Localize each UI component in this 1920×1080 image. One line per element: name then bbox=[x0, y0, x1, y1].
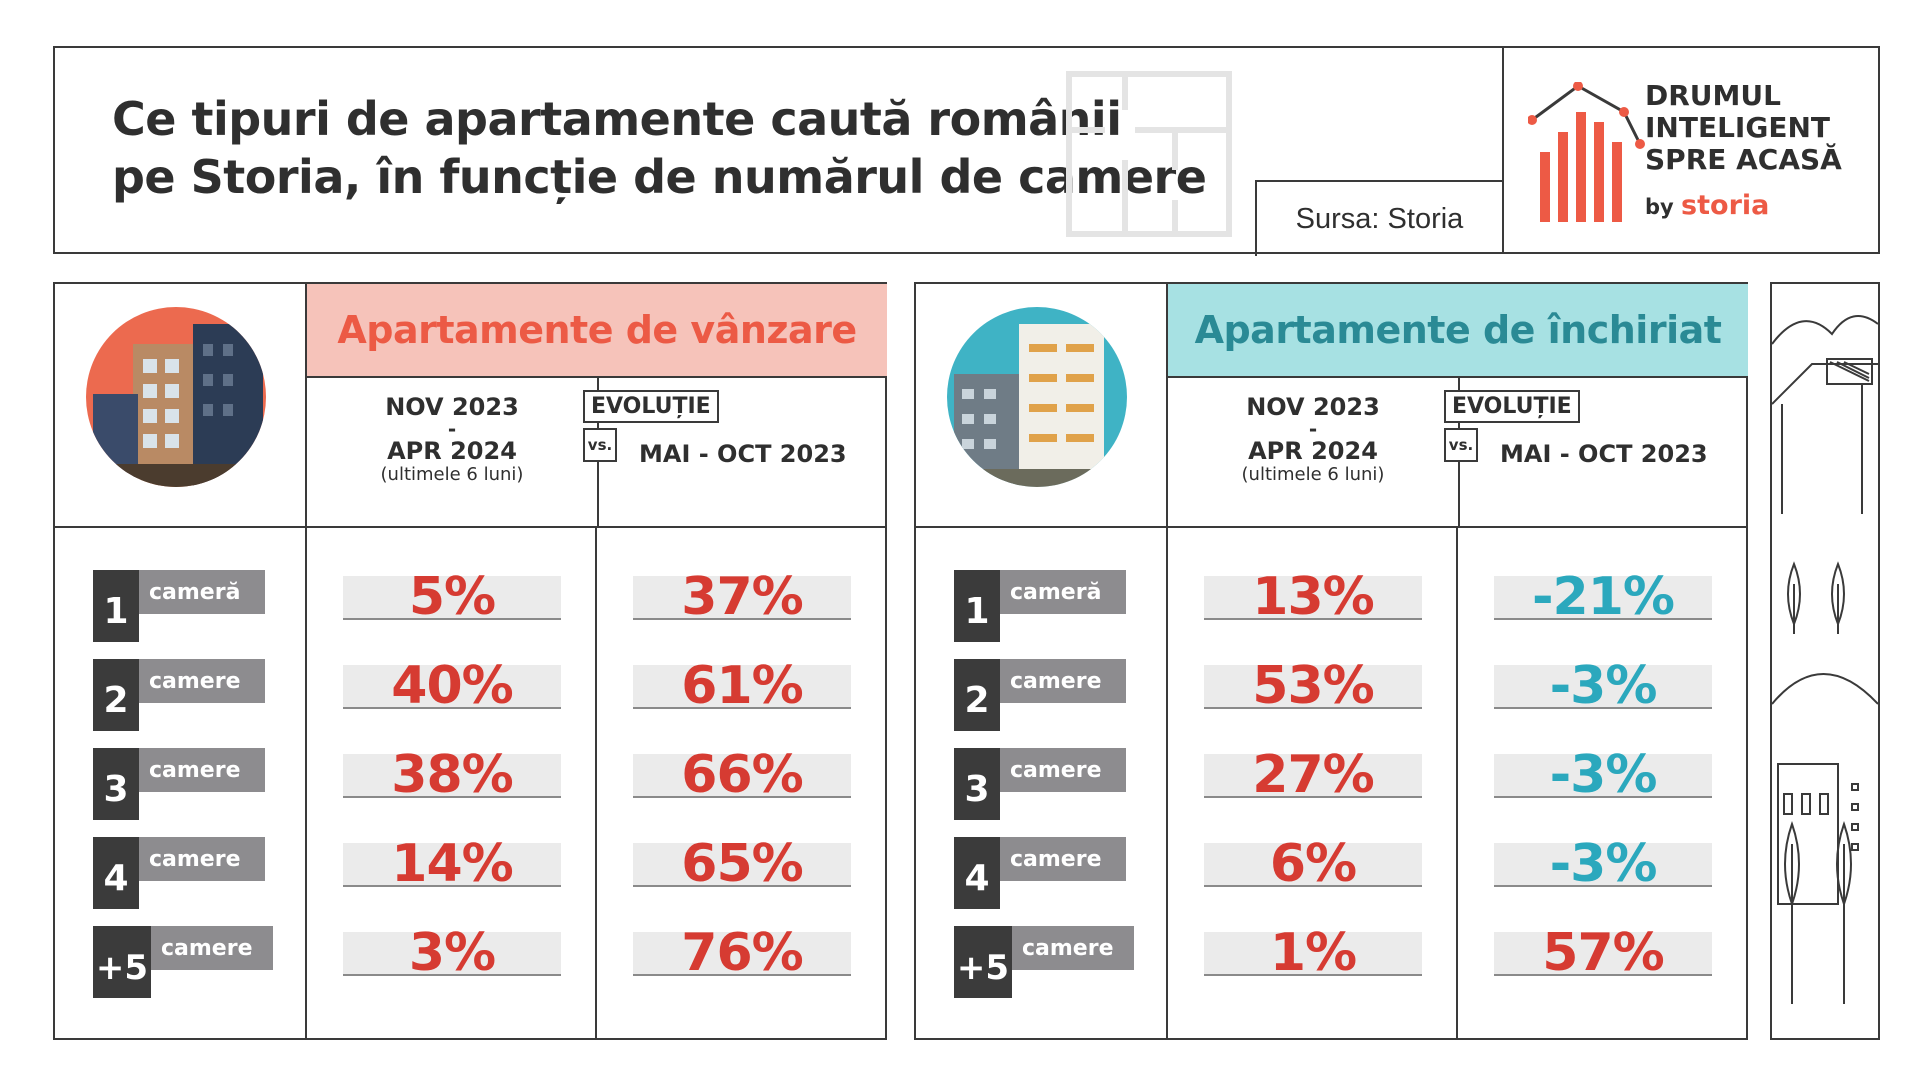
room-label: camere bbox=[139, 748, 265, 792]
sale-evolution-value: 61% bbox=[633, 656, 851, 716]
rent-evolution-label: EVOLUȚIE bbox=[1444, 390, 1580, 423]
sale-panel: Apartamente de vânzare NOV 2023 - APR 20… bbox=[53, 282, 887, 1040]
brand-by-text: by bbox=[1645, 195, 1674, 219]
room-count: 2 bbox=[954, 659, 1000, 731]
brand-by: by storia bbox=[1645, 190, 1769, 221]
table-row: 3 camere 38% 66% bbox=[55, 745, 885, 828]
table-row: 4 camere 14% 65% bbox=[55, 834, 885, 917]
rent-image-cell bbox=[916, 284, 1168, 528]
room-count: 3 bbox=[954, 748, 1000, 820]
brand-line-2: INTELIGENT bbox=[1645, 111, 1830, 144]
room-label: camere bbox=[151, 926, 273, 970]
rent-evolution-value: 57% bbox=[1494, 923, 1712, 983]
sale-image-cell bbox=[55, 284, 307, 528]
title-line-2: pe Storia, în funcție de numărul de came… bbox=[112, 150, 1207, 204]
room-count: 3 bbox=[93, 748, 139, 820]
sale-period-dash: - bbox=[447, 417, 457, 441]
brand-line-1: DRUMUL bbox=[1645, 79, 1781, 112]
table-row: +5 camere 3% 76% bbox=[55, 923, 885, 1006]
rent-evolution-value: -3% bbox=[1494, 834, 1712, 894]
brand-line-3: SPRE ACASĂ bbox=[1645, 143, 1842, 176]
table-row: 4 camere 6% -3% bbox=[916, 834, 1746, 917]
column-divider bbox=[305, 528, 307, 1040]
room-label: camere bbox=[1000, 659, 1126, 703]
column-divider bbox=[595, 528, 597, 1040]
rent-period-start: NOV 2023 bbox=[1246, 393, 1380, 421]
building-illustration-icon bbox=[947, 307, 1127, 487]
room-count: 4 bbox=[954, 837, 1000, 909]
room-label: cameră bbox=[1000, 570, 1126, 614]
floor-plan-icon bbox=[1066, 71, 1232, 237]
rent-share-value: 27% bbox=[1204, 745, 1422, 805]
page-title: Ce tipuri de apartamente caută românii p… bbox=[112, 90, 1207, 206]
room-count: 2 bbox=[93, 659, 139, 731]
rent-evolution-value: -21% bbox=[1494, 567, 1712, 627]
sale-share-value: 14% bbox=[343, 834, 561, 894]
column-divider bbox=[1456, 528, 1458, 1040]
sale-period-start: NOV 2023 bbox=[385, 393, 519, 421]
sale-share-value: 38% bbox=[343, 745, 561, 805]
rent-period-header: NOV 2023 - APR 2024 (ultimele 6 luni) bbox=[1168, 378, 1458, 528]
sale-evolution-label: EVOLUȚIE bbox=[583, 390, 719, 423]
rent-period-dash: - bbox=[1308, 417, 1318, 441]
column-divider bbox=[1166, 528, 1168, 1040]
building-illustration-icon bbox=[86, 307, 266, 487]
sale-vs-label: vs. bbox=[583, 428, 617, 462]
source-label: Sursa: Storia bbox=[1255, 180, 1502, 256]
rent-evolution-value: -3% bbox=[1494, 745, 1712, 805]
room-label: camere bbox=[139, 659, 265, 703]
room-count: 1 bbox=[93, 570, 139, 642]
table-row: 2 camere 40% 61% bbox=[55, 656, 885, 739]
room-count: +5 bbox=[93, 926, 151, 998]
title-line-1: Ce tipuri de apartamente caută românii bbox=[112, 92, 1122, 146]
brand-block: DRUMUL INTELIGENT SPRE ACASĂ by storia bbox=[1502, 48, 1880, 254]
sale-share-value: 5% bbox=[343, 567, 561, 627]
rent-share-value: 53% bbox=[1204, 656, 1422, 716]
sale-evolution-value: 65% bbox=[633, 834, 851, 894]
brand-logo-icon bbox=[1528, 82, 1645, 222]
rent-panel: Apartamente de închiriat NOV 2023 - APR … bbox=[914, 282, 1748, 1040]
brand-storia: storia bbox=[1681, 190, 1770, 221]
rent-vs-label: vs. bbox=[1444, 428, 1478, 462]
rent-share-value: 6% bbox=[1204, 834, 1422, 894]
rent-evolution-header: EVOLUȚIE vs. MAI - OCT 2023 bbox=[1444, 378, 1748, 528]
sale-panel-title: Apartamente de vânzare bbox=[307, 284, 887, 378]
sale-share-value: 3% bbox=[343, 923, 561, 983]
sale-share-value: 40% bbox=[343, 656, 561, 716]
sale-compare-period: MAI - OCT 2023 bbox=[639, 440, 847, 468]
sale-period-sub: (ultimele 6 luni) bbox=[380, 464, 524, 485]
room-label: camere bbox=[1012, 926, 1134, 970]
rent-share-value: 13% bbox=[1204, 567, 1422, 627]
table-row: +5 camere 1% 57% bbox=[916, 923, 1746, 1006]
room-count: 4 bbox=[93, 837, 139, 909]
table-row: 1 cameră 13% -21% bbox=[916, 567, 1746, 650]
sale-evolution-value: 37% bbox=[633, 567, 851, 627]
header: Ce tipuri de apartamente caută românii p… bbox=[53, 46, 1880, 256]
table-row: 1 cameră 5% 37% bbox=[55, 567, 885, 650]
room-label: camere bbox=[139, 837, 265, 881]
rent-period-sub: (ultimele 6 luni) bbox=[1241, 464, 1385, 485]
table-row: 3 camere 27% -3% bbox=[916, 745, 1746, 828]
sale-evolution-value: 76% bbox=[633, 923, 851, 983]
sale-period-header: NOV 2023 - APR 2024 (ultimele 6 luni) bbox=[307, 378, 597, 528]
decorative-strip bbox=[1770, 282, 1880, 1040]
sale-evolution-header: EVOLUȚIE vs. MAI - OCT 2023 bbox=[583, 378, 887, 528]
rent-period-end: APR 2024 bbox=[1248, 437, 1378, 465]
sale-evolution-value: 66% bbox=[633, 745, 851, 805]
room-label: cameră bbox=[139, 570, 265, 614]
room-count: 1 bbox=[954, 570, 1000, 642]
rent-panel-title: Apartamente de închiriat bbox=[1168, 284, 1748, 378]
table-row: 2 camere 53% -3% bbox=[916, 656, 1746, 739]
rent-share-value: 1% bbox=[1204, 923, 1422, 983]
room-label: camere bbox=[1000, 748, 1126, 792]
rent-evolution-value: -3% bbox=[1494, 656, 1712, 716]
landscape-illustration-icon bbox=[1771, 315, 1879, 1004]
rent-compare-period: MAI - OCT 2023 bbox=[1500, 440, 1708, 468]
room-label: camere bbox=[1000, 837, 1126, 881]
room-count: +5 bbox=[954, 926, 1012, 998]
sale-period-end: APR 2024 bbox=[387, 437, 517, 465]
